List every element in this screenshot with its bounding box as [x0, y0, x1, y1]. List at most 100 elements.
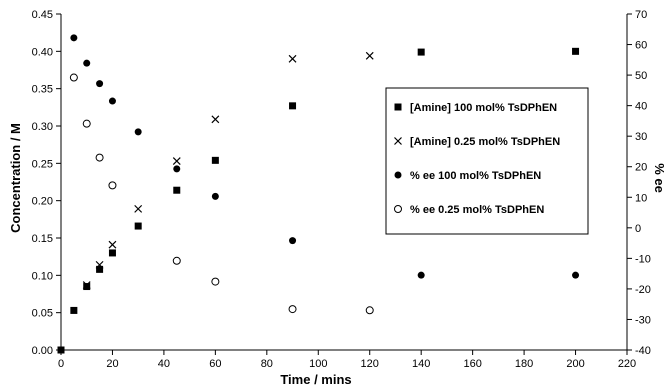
left-axis-ticks: 0.00 0.05 0.10 0.15 0.20 0.25 0.30 0.35 0.40 0.45 — [32, 9, 61, 357]
data-point — [572, 47, 580, 55]
legend: [Amine] 100 mol% TsDPhEN [Amine] 0.25 mol… — [385, 87, 589, 235]
data-point — [572, 271, 580, 279]
cross-stroke — [394, 137, 402, 145]
left-tick-label: 0.25 — [32, 158, 53, 170]
x-axis-title: Time / mins — [280, 372, 351, 387]
right-axis-ticks: -40 -30 -20 -10 0 10 20 30 40 50 60 70 — [627, 9, 651, 357]
data-point — [172, 157, 181, 166]
x-tick-label: 160 — [463, 358, 481, 370]
right-tick-label: -20 — [635, 284, 651, 296]
data-point — [417, 271, 425, 279]
legend-marker — [394, 205, 402, 213]
data-point — [172, 256, 181, 265]
x-tick-label: 40 — [158, 358, 170, 370]
data-point — [134, 204, 143, 213]
x-tick-label: 0 — [58, 358, 64, 370]
right-tick-label: 70 — [635, 9, 647, 21]
data-marks — [57, 34, 580, 354]
left-tick-label: 0.10 — [32, 270, 53, 282]
x-axis-ticks: 0 20 40 60 80 100 120 140 160 180 200 220 — [58, 350, 636, 370]
data-point — [134, 128, 142, 136]
data-point — [57, 346, 65, 354]
data-point — [108, 181, 117, 190]
right-tick-label: 10 — [635, 192, 647, 204]
series-3 — [70, 34, 580, 279]
right-tick-label: 40 — [635, 101, 647, 113]
left-tick-label: 0.35 — [32, 84, 53, 96]
data-point — [211, 156, 219, 164]
x-tick-label: 60 — [209, 358, 221, 370]
cross-stroke — [95, 260, 104, 269]
right-tick-label: -40 — [635, 345, 651, 357]
axes — [60, 14, 628, 351]
legend-marker — [394, 103, 402, 111]
left-tick-label: 0.00 — [32, 345, 53, 357]
data-point — [211, 277, 220, 286]
x-tick-label: 220 — [618, 358, 636, 370]
data-point — [173, 186, 181, 194]
data-point — [83, 283, 91, 291]
cross-stroke — [288, 54, 297, 63]
data-point — [289, 237, 297, 245]
right-tick-label: 20 — [635, 162, 647, 174]
right-tick-label: -30 — [635, 314, 651, 326]
legend-label: % ee 100 mol% TsDPhEN — [410, 170, 541, 182]
right-tick-label: -10 — [635, 253, 651, 265]
data-point — [82, 119, 91, 128]
legend-box — [385, 87, 589, 235]
data-point — [69, 73, 78, 82]
right-tick-label: 50 — [635, 70, 647, 82]
data-point — [95, 153, 104, 162]
data-point — [95, 260, 104, 269]
data-point — [96, 265, 104, 273]
x-tick-label: 200 — [566, 358, 584, 370]
data-point — [417, 48, 425, 56]
cross-stroke — [134, 204, 143, 213]
x-tick-label: 180 — [515, 358, 533, 370]
cross-stroke — [365, 51, 374, 60]
left-axis-title: Concentration / M — [8, 123, 23, 233]
series-1 — [57, 47, 580, 354]
right-tick-label: 0 — [635, 223, 641, 235]
left-tick-label: 0.45 — [32, 9, 53, 21]
legend-label: [Amine] 0.25 mol% TsDPhEN — [410, 136, 560, 148]
data-point — [365, 51, 374, 60]
x-tick-label: 140 — [412, 358, 430, 370]
cross-stroke — [172, 157, 181, 166]
x-tick-label: 100 — [309, 358, 327, 370]
right-tick-label: 60 — [635, 40, 647, 52]
data-point — [173, 165, 181, 173]
data-point — [108, 249, 116, 257]
data-point — [211, 192, 219, 200]
x-tick-label: 80 — [261, 358, 273, 370]
data-point — [211, 115, 220, 124]
cross-stroke — [82, 281, 91, 289]
legend-label: % ee 0.25 mol% TsDPhEN — [410, 204, 544, 216]
data-point — [108, 97, 116, 105]
left-tick-label: 0.40 — [32, 46, 53, 58]
left-tick-label: 0.30 — [32, 121, 53, 133]
left-tick-label: 0.20 — [32, 196, 53, 208]
left-tick-label: 0.05 — [32, 308, 53, 320]
legend-marker — [394, 171, 402, 179]
left-tick-label: 0.15 — [32, 233, 53, 245]
cross-stroke — [211, 115, 220, 124]
data-point — [288, 54, 297, 63]
data-point — [365, 306, 374, 315]
legend-marker — [394, 137, 402, 145]
legend-label: [Amine] 100 mol% TsDPhEN — [410, 102, 557, 114]
data-point — [83, 59, 91, 67]
cross-stroke — [108, 240, 117, 249]
x-tick-label: 120 — [361, 358, 379, 370]
data-point — [96, 80, 104, 88]
series-4 — [69, 73, 374, 315]
x-tick-label: 20 — [106, 358, 118, 370]
data-point — [70, 306, 78, 314]
data-point — [134, 222, 142, 230]
data-point — [288, 305, 297, 314]
data-point — [70, 34, 78, 42]
right-tick-label: 30 — [635, 131, 647, 143]
series-2 — [82, 51, 374, 289]
data-point — [289, 102, 297, 110]
